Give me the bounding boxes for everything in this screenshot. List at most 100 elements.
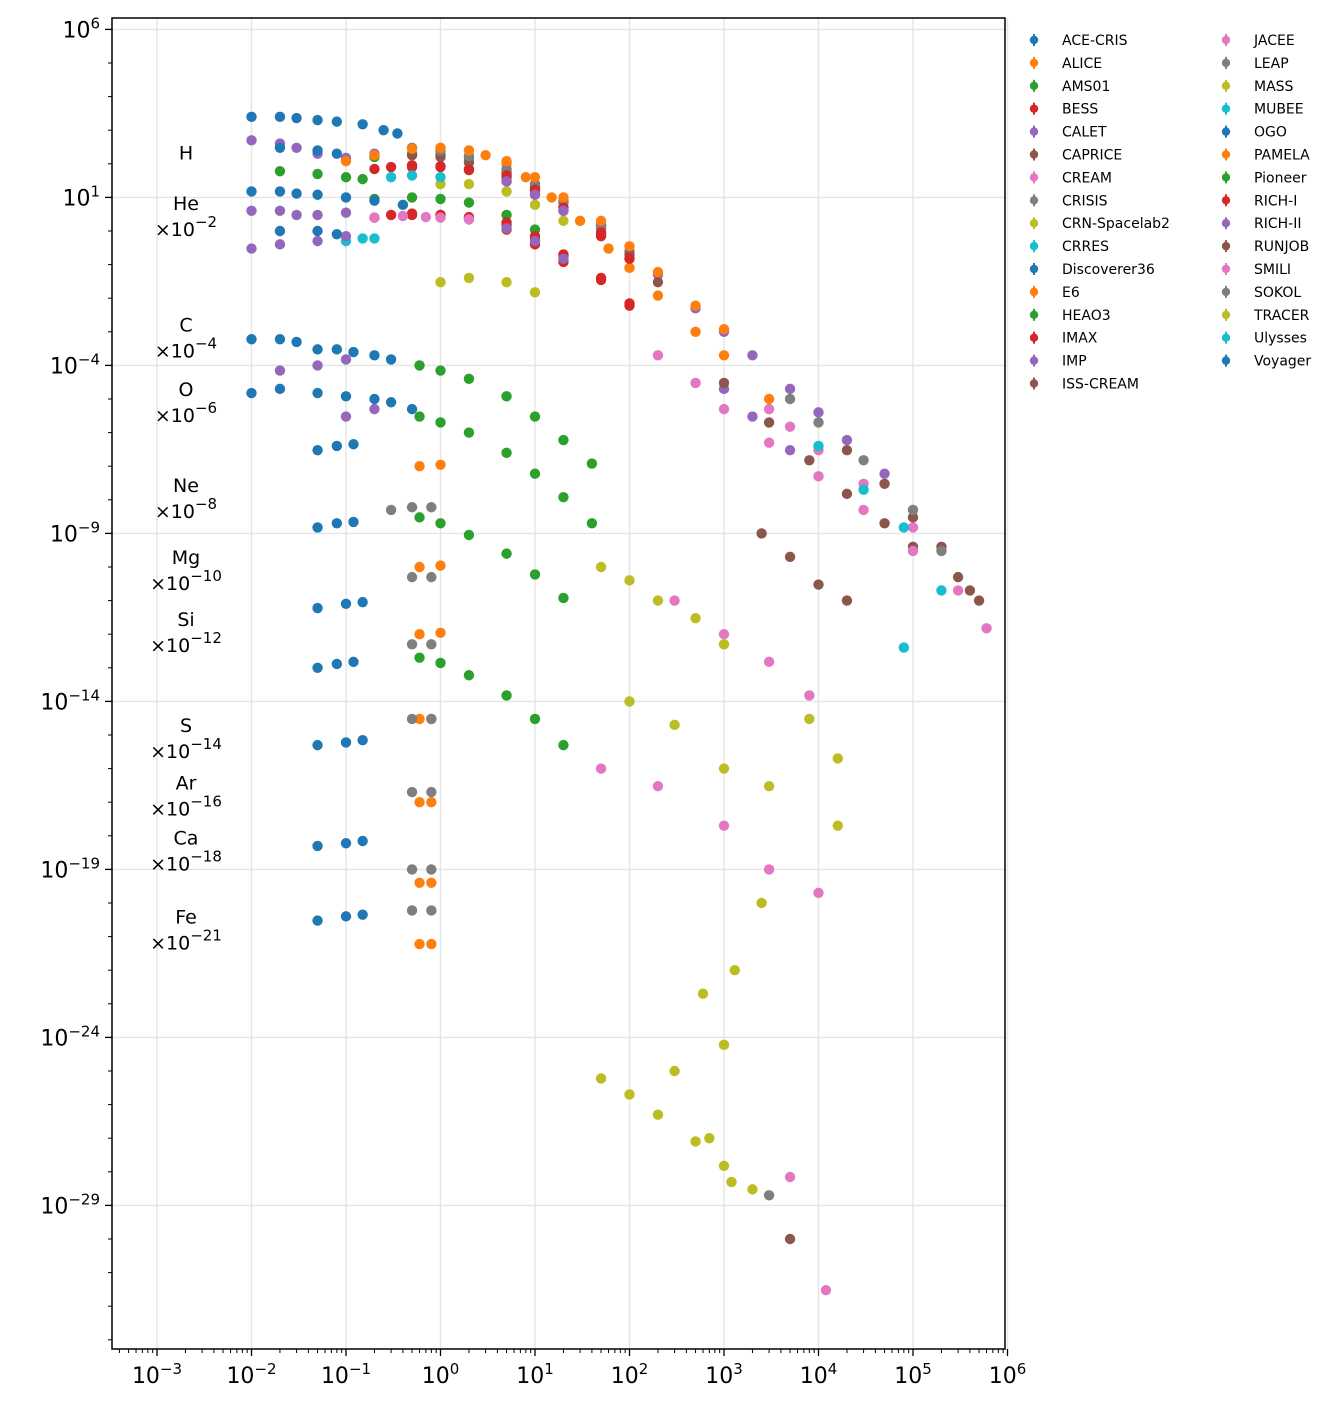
data-point (385, 209, 397, 221)
data-point (529, 287, 541, 298)
data-point (879, 518, 890, 529)
data-point (858, 484, 869, 495)
legend-marker (1221, 241, 1231, 251)
data-point (624, 241, 635, 252)
data-point (246, 186, 257, 197)
x-tick-label-6: 103 (705, 1360, 743, 1389)
data-point (312, 387, 323, 399)
data-point (340, 231, 352, 242)
series-ulysses (385, 170, 446, 183)
data-point (529, 235, 541, 247)
data-point (718, 1160, 730, 1172)
data-point (331, 148, 343, 159)
data-point (936, 585, 947, 596)
legend-label: Ulysses (1254, 331, 1307, 347)
data-point (652, 290, 664, 301)
legend-label: ALICE (1062, 56, 1102, 72)
data-point (763, 393, 775, 405)
series-crisis (385, 502, 437, 916)
legend-marker (1029, 333, 1039, 342)
legend: ACE-CRIS ALICE AMS01 BESS CALET CAPRICE CREAM C… (1029, 33, 1311, 393)
data-point (340, 838, 352, 849)
data-point (652, 276, 664, 288)
data-point (312, 145, 323, 156)
legend-label: IMAX (1062, 331, 1098, 347)
series-jacee (652, 350, 992, 634)
element-labels: HHe×10−2C×10−4O×10−6Ne×10−8Mg×10−10Si×10… (150, 143, 222, 955)
data-point (652, 595, 664, 606)
data-point (369, 212, 380, 223)
data-point (274, 166, 286, 177)
data-point (718, 403, 730, 415)
legend-marker (1029, 356, 1039, 365)
data-point (406, 571, 418, 583)
legend-item: CRISIS (1029, 193, 1108, 209)
data-point (340, 155, 352, 167)
legend-marker (1029, 58, 1039, 68)
data-point (463, 197, 475, 208)
data-point (463, 145, 475, 156)
data-point (558, 739, 569, 751)
legend-label: CALET (1062, 125, 1107, 141)
legend-marker (1029, 196, 1039, 205)
data-point (690, 300, 701, 311)
data-point (669, 719, 680, 731)
data-point (406, 208, 418, 219)
data-point (697, 988, 709, 999)
y-tick-label-7: 10−29 (40, 1190, 100, 1219)
data-point (406, 864, 418, 875)
element-label-c-factor: ×10−4 (155, 335, 217, 363)
legend-marker (1029, 287, 1039, 297)
data-point (813, 407, 824, 418)
legend-item: IMAX (1029, 331, 1098, 347)
data-point (784, 393, 796, 405)
element-label-ca-factor: ×10−18 (150, 847, 222, 875)
legend-item: SOKOL (1221, 285, 1301, 301)
y-tick-label-4: 10−14 (40, 686, 100, 715)
legend-label: PAMELA (1254, 148, 1310, 164)
x-tick-label-3: 100 (422, 1360, 460, 1389)
data-point (879, 468, 890, 479)
data-point (558, 592, 569, 604)
legend-item: AMS01 (1029, 79, 1110, 95)
data-point (246, 387, 257, 399)
data-point (435, 417, 446, 428)
legend-item: CREAM (1029, 170, 1112, 186)
legend-marker (1221, 58, 1231, 68)
data-point (574, 215, 586, 227)
element-label-o-factor: ×10−6 (155, 399, 217, 427)
data-point (558, 491, 569, 503)
legend-marker (1029, 127, 1039, 136)
data-point (246, 111, 257, 123)
data-point (558, 434, 569, 446)
x-tick-label-0: 10−3 (132, 1360, 182, 1389)
data-point (718, 350, 730, 361)
data-point (414, 512, 425, 523)
data-point (624, 1089, 635, 1100)
data-point (784, 383, 796, 395)
data-point (369, 393, 380, 405)
data-point (414, 561, 425, 573)
legend-marker (1221, 35, 1231, 45)
data-point (274, 142, 286, 153)
legend-item: RICH-I (1221, 193, 1297, 209)
element-label-ne-factor: ×10−8 (155, 495, 217, 523)
data-point (820, 1284, 832, 1296)
data-point (369, 163, 380, 175)
data-point (763, 656, 775, 668)
data-point (718, 377, 730, 389)
data-point (463, 427, 475, 438)
legend-item: ACE-CRIS (1029, 33, 1128, 49)
legend-marker (1221, 356, 1231, 365)
data-point (690, 326, 701, 337)
data-point (804, 690, 815, 701)
data-point (813, 471, 824, 482)
data-point (435, 459, 446, 471)
data-point (501, 155, 512, 167)
element-label-s: S (180, 715, 192, 737)
data-point (378, 125, 389, 136)
data-point (357, 233, 368, 244)
data-point (340, 911, 352, 922)
data-point (586, 458, 598, 469)
